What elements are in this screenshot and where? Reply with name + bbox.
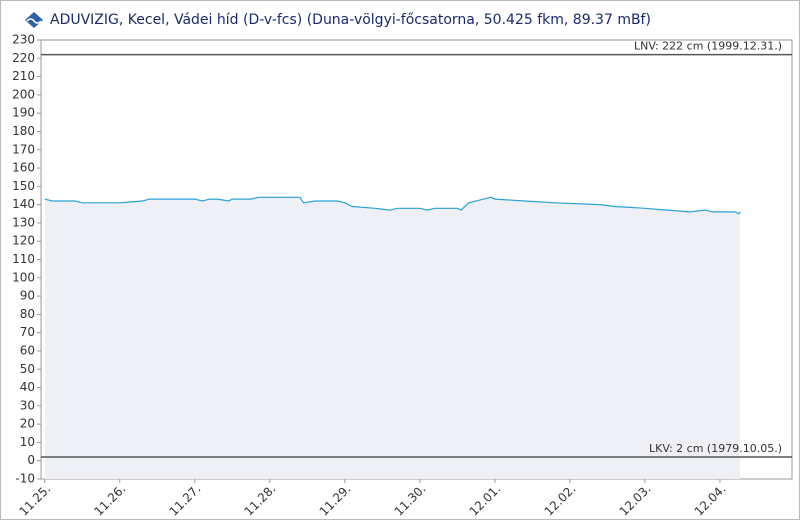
y-tick-label: 210 bbox=[12, 69, 35, 83]
y-tick-label: 180 bbox=[12, 124, 35, 138]
y-tick-label: 140 bbox=[12, 197, 35, 211]
y-tick-label: 40 bbox=[20, 380, 35, 394]
y-tick-label: 100 bbox=[12, 270, 35, 284]
y-tick-label: 200 bbox=[12, 87, 35, 101]
chart-title: ADUVIZIG, Kecel, Vádei híd (D-v-fcs) (Du… bbox=[50, 12, 651, 28]
y-tick-label: 150 bbox=[12, 179, 35, 193]
y-tick-label: -10 bbox=[15, 472, 35, 486]
y-tick-label: 160 bbox=[12, 161, 35, 175]
y-tick-label: 60 bbox=[20, 343, 35, 357]
y-tick-label: 190 bbox=[12, 106, 35, 120]
y-tick-label: 120 bbox=[12, 234, 35, 248]
y-tick-label: 70 bbox=[20, 325, 35, 339]
y-tick-label: 80 bbox=[20, 307, 35, 321]
y-tick-label: 20 bbox=[20, 417, 35, 431]
line bbox=[44, 196, 741, 215]
logo bbox=[25, 12, 43, 28]
y-tick-label: 110 bbox=[12, 252, 35, 266]
area bbox=[44, 197, 741, 480]
y-tick-label: 30 bbox=[20, 398, 35, 412]
reference-label: LNV: 222 cm (1999.12.31.) bbox=[634, 40, 782, 53]
reference-label: LKV: 2 cm (1979.10.05.) bbox=[649, 442, 782, 455]
y-tick-label: 220 bbox=[12, 51, 35, 65]
y-tick-label: 130 bbox=[12, 215, 35, 229]
y-tick-label: 50 bbox=[20, 362, 35, 376]
y-tick-label: 170 bbox=[12, 142, 35, 156]
y-tick-label: 90 bbox=[20, 289, 35, 303]
y-tick-label: 230 bbox=[12, 33, 35, 47]
y-tick-label: 0 bbox=[27, 453, 35, 467]
y-tick-label: 10 bbox=[20, 435, 35, 449]
